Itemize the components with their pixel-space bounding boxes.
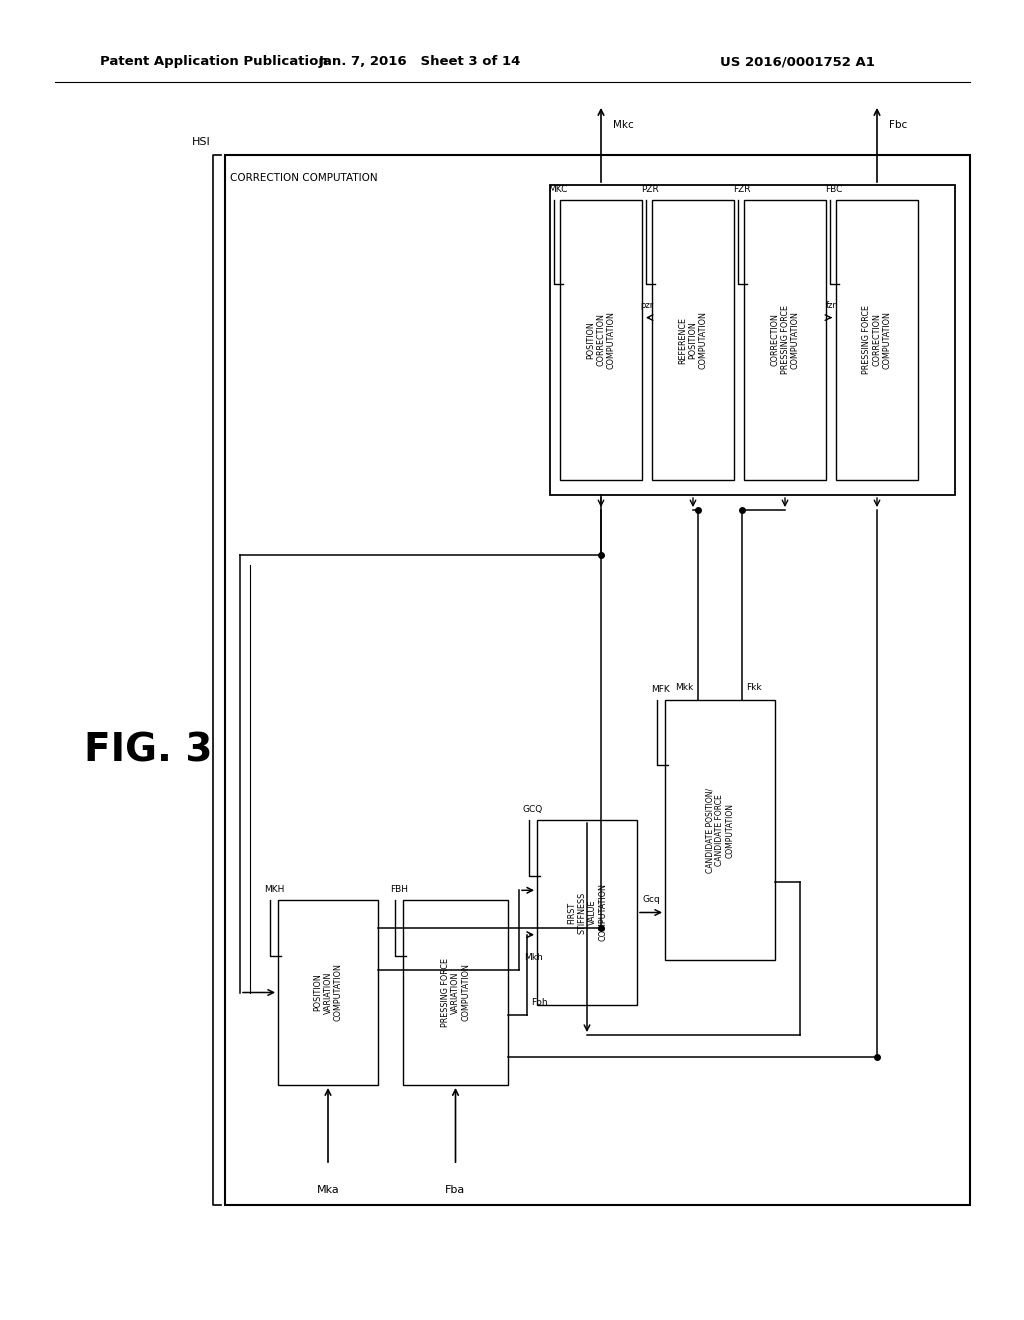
Text: CORRECTION
PRESSING FORCE
COMPUTATION: CORRECTION PRESSING FORCE COMPUTATION [770, 305, 800, 375]
Text: FBH: FBH [390, 884, 408, 894]
Text: MKC: MKC [548, 185, 567, 194]
Text: PZR: PZR [641, 185, 658, 194]
Text: Mka: Mka [316, 1185, 339, 1195]
Bar [836, 201, 918, 480]
Text: Fbc: Fbc [889, 120, 907, 129]
Text: REFERENCE
POSITION
COMPUTATION: REFERENCE POSITION COMPUTATION [678, 312, 708, 368]
Text: FIRST
STIFFNESS
VALUE
COMPUTATION: FIRST STIFFNESS VALUE COMPUTATION [567, 883, 607, 941]
Text: Jan. 7, 2016   Sheet 3 of 14: Jan. 7, 2016 Sheet 3 of 14 [318, 55, 521, 69]
Text: Fbh: Fbh [531, 998, 548, 1007]
Text: CANDIDATE POSITION/
CANDIDATE FORCE
COMPUTATION: CANDIDATE POSITION/ CANDIDATE FORCE COMP… [706, 788, 735, 873]
Text: FZR: FZR [733, 185, 751, 194]
Bar [652, 201, 734, 480]
Text: Fkk: Fkk [746, 682, 762, 692]
Bar [225, 154, 970, 1205]
Text: POSITION
CORRECTION
COMPUTATION: POSITION CORRECTION COMPUTATION [586, 312, 615, 368]
Bar [278, 900, 378, 1085]
Text: MKH: MKH [264, 884, 285, 894]
Bar [744, 201, 826, 480]
Text: Mkc: Mkc [613, 120, 634, 129]
Bar [560, 201, 642, 480]
Bar [550, 185, 955, 495]
Text: PRESSING FORCE
CORRECTION
COMPUTATION: PRESSING FORCE CORRECTION COMPUTATION [862, 305, 892, 375]
Text: Mkk: Mkk [675, 682, 693, 692]
Text: pzr: pzr [640, 301, 653, 310]
Text: Fba: Fba [445, 1185, 466, 1195]
Text: Patent Application Publication: Patent Application Publication [100, 55, 328, 69]
Text: POSITION
VARIATION
COMPUTATION: POSITION VARIATION COMPUTATION [313, 964, 343, 1022]
Text: US 2016/0001752 A1: US 2016/0001752 A1 [720, 55, 874, 69]
Text: fzr: fzr [825, 301, 837, 310]
Text: Gcq: Gcq [642, 895, 659, 904]
Bar [537, 820, 637, 1005]
Bar [403, 900, 508, 1085]
Text: FBC: FBC [825, 185, 843, 194]
Bar [665, 700, 775, 960]
Text: GCQ: GCQ [523, 805, 543, 814]
Text: CORRECTION COMPUTATION: CORRECTION COMPUTATION [230, 173, 378, 183]
Text: FIG. 3: FIG. 3 [84, 731, 212, 770]
Text: Mkh: Mkh [524, 953, 543, 962]
Text: MFK: MFK [651, 685, 671, 694]
Text: PRESSING FORCE
VARIATION
COMPUTATION: PRESSING FORCE VARIATION COMPUTATION [440, 958, 470, 1027]
Text: HSI: HSI [193, 137, 211, 147]
